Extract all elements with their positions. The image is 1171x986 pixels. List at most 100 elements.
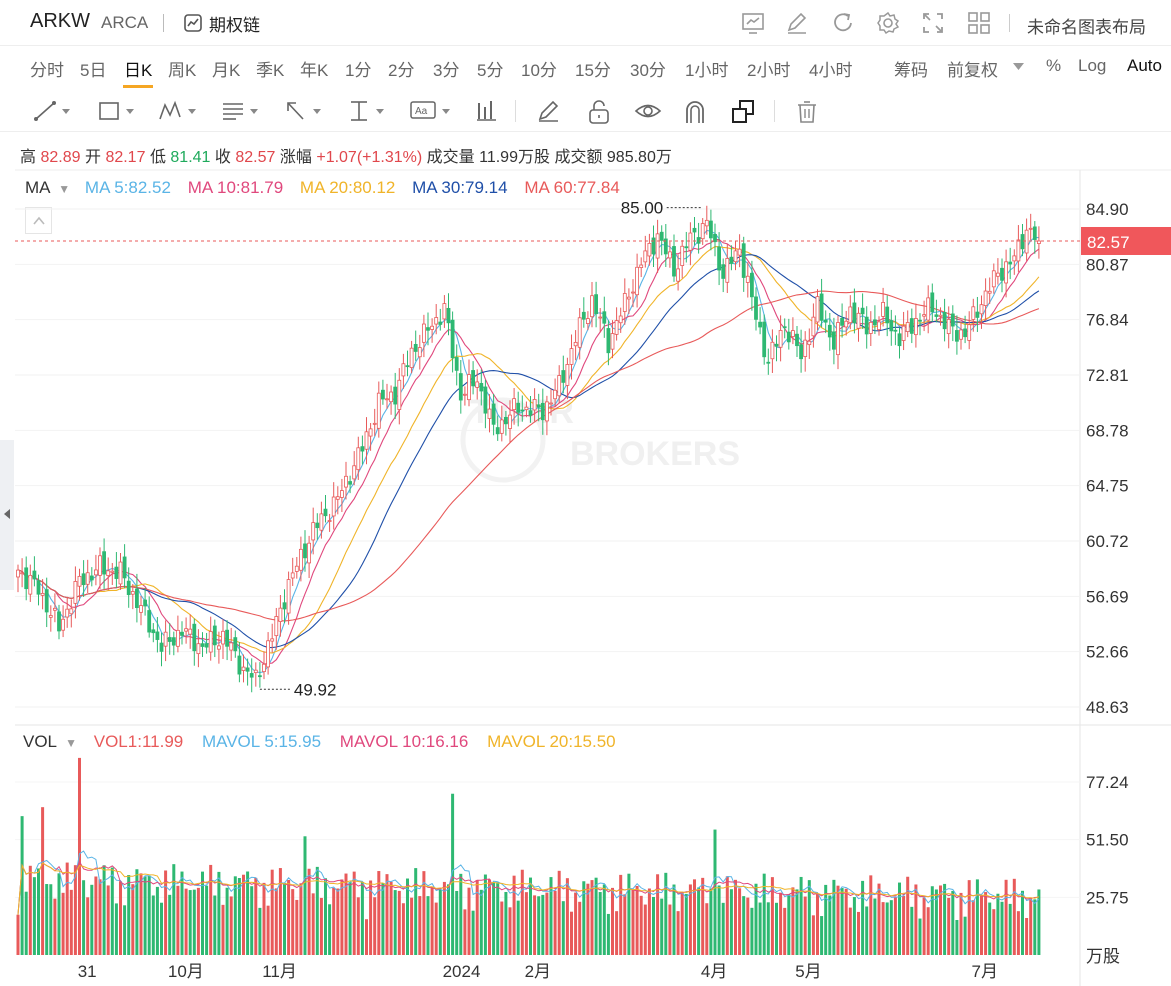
indicator-tool-icon[interactable] <box>474 99 500 123</box>
volume-bar <box>201 871 204 955</box>
pencil-icon[interactable] <box>536 99 562 123</box>
volume-bar <box>775 902 778 955</box>
measure-tool-icon[interactable] <box>346 99 388 123</box>
candle-body <box>782 326 787 329</box>
volume-bar <box>652 896 655 955</box>
volume-bar <box>69 889 73 955</box>
volume-bar <box>283 883 286 955</box>
period-2hour[interactable]: 2小时 <box>747 61 791 80</box>
period-30min[interactable]: 30分 <box>630 61 666 80</box>
period-1min[interactable]: 1分 <box>345 61 372 80</box>
price-axis-tick: 80.87 <box>1086 255 1129 274</box>
volume-bar <box>20 816 24 955</box>
candle-body <box>303 543 307 559</box>
symbol[interactable]: ARKW <box>30 10 90 32</box>
fib-tool-icon[interactable] <box>220 99 262 123</box>
candle-body <box>40 592 45 596</box>
volume-bar <box>266 905 270 955</box>
candle-body <box>786 331 791 343</box>
mavol10-line <box>17 860 1039 915</box>
period-weekly[interactable]: 周K <box>168 61 197 80</box>
chevron-down-icon[interactable] <box>1013 63 1024 71</box>
chart-settings-icon[interactable] <box>740 10 766 36</box>
period-5day[interactable]: 5日 <box>80 61 107 80</box>
ma-legend[interactable]: MA ▼ MA 5:82.52 MA 10:81.79 MA 20:80.12 … <box>25 178 620 198</box>
edit-icon[interactable] <box>784 10 810 36</box>
option-chain-label: 期权链 <box>209 15 260 35</box>
mavol5-label: MAVOL <box>201 732 260 751</box>
mavol20-label: MAVOL <box>487 732 545 751</box>
period-daily[interactable]: 日K <box>124 61 153 80</box>
volume-bar <box>857 911 860 955</box>
period-3min[interactable]: 3分 <box>433 61 460 80</box>
text-tool-icon[interactable]: Aa <box>409 99 455 123</box>
log-toggle[interactable]: Log <box>1078 56 1107 75</box>
volume-bar <box>980 895 983 955</box>
fullscreen-icon[interactable] <box>920 10 946 36</box>
volume-bar <box>291 889 295 955</box>
chips-button[interactable]: 筹码 <box>894 61 928 80</box>
candle-body <box>57 611 61 632</box>
volume-bar <box>889 900 893 955</box>
candle-body <box>996 272 1000 277</box>
candle-body <box>417 347 422 358</box>
ma30-value: 30:79.14 <box>441 178 508 197</box>
period-yearly[interactable]: 年K <box>300 61 329 80</box>
percent-toggle[interactable]: % <box>1046 56 1062 75</box>
candle-body <box>225 629 230 647</box>
period-2min[interactable]: 2分 <box>388 61 415 80</box>
volume-bar <box>295 899 299 955</box>
candle-body <box>573 341 578 347</box>
period-4hour[interactable]: 4小时 <box>809 61 853 80</box>
candle-body <box>610 333 615 350</box>
period-1hour[interactable]: 1小时 <box>685 61 729 80</box>
candle-body <box>741 243 746 278</box>
change-label: 涨幅 <box>279 149 312 166</box>
period-5min[interactable]: 5分 <box>477 61 504 80</box>
grid-layout-icon[interactable] <box>966 10 992 36</box>
period-intraday[interactable]: 分时 <box>30 61 64 80</box>
volume-bar <box>377 871 381 955</box>
adjust-dropdown[interactable]: 前复权 <box>947 61 998 80</box>
trash-icon[interactable] <box>794 99 820 125</box>
period-10min[interactable]: 10分 <box>521 61 557 80</box>
eye-icon[interactable] <box>634 99 662 123</box>
chevron-down-icon[interactable]: ▼ <box>58 182 71 196</box>
period-15min[interactable]: 15分 <box>575 61 611 80</box>
collapse-legend-button[interactable] <box>25 207 52 234</box>
volume-bar <box>196 887 200 955</box>
layout-name[interactable]: 未命名图表布局 <box>1027 18 1146 37</box>
volume-bar <box>697 887 701 955</box>
pattern-tool-icon[interactable] <box>158 99 200 123</box>
volume-bar <box>176 885 180 955</box>
gear-icon[interactable] <box>875 10 901 36</box>
magnet-icon[interactable] <box>682 99 708 125</box>
volume-bar <box>717 885 721 955</box>
auto-toggle[interactable]: Auto <box>1127 56 1162 75</box>
candle-body <box>745 275 750 283</box>
period-quarterly[interactable]: 季K <box>256 61 285 80</box>
volume-bar <box>24 891 28 955</box>
chevron-down-icon[interactable]: ▼ <box>65 736 78 750</box>
candle-body <box>311 522 316 541</box>
volume-bar <box>311 893 315 955</box>
vol-legend[interactable]: VOL ▼ VOL1:11.99 MAVOL 5:15.95 MAVOL 10:… <box>23 732 616 752</box>
candle-body <box>581 311 586 320</box>
candle-body <box>73 581 78 604</box>
candle-body <box>122 556 127 579</box>
volume-bar <box>537 896 541 955</box>
volume-bar <box>598 892 602 955</box>
unlock-icon[interactable] <box>586 99 612 125</box>
candle-body <box>356 447 361 471</box>
refresh-icon[interactable] <box>830 10 856 36</box>
layers-icon[interactable] <box>730 99 756 125</box>
volume-bar <box>41 807 45 955</box>
arrow-tool-icon[interactable] <box>283 99 325 123</box>
last-price-value: 82.57 <box>1087 233 1130 252</box>
rectangle-tool-icon[interactable] <box>96 99 138 123</box>
collapse-sidebar-handle[interactable] <box>0 440 14 590</box>
candle-body <box>655 233 660 259</box>
period-monthly[interactable]: 月K <box>212 61 241 80</box>
line-tool-icon[interactable] <box>32 99 74 123</box>
option-chain-button[interactable]: 期权链 <box>183 11 260 35</box>
